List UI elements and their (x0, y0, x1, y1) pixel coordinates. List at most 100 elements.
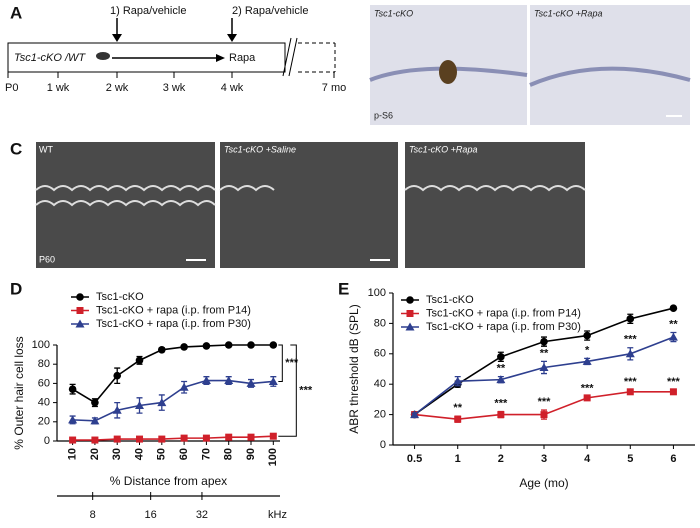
x-tick-label: 90 (245, 448, 257, 460)
arrow-head (216, 54, 225, 62)
data-point (453, 376, 463, 385)
y-tick-label: 80 (38, 358, 50, 370)
legend-label: Tsc1-cKO + rapa (i.p. from P14) (96, 304, 251, 316)
hair-cells (35, 185, 216, 192)
data-point (224, 376, 234, 385)
data-point (113, 435, 121, 443)
data-point (669, 304, 678, 313)
image-label: Tsc1-cKO +Rapa (409, 144, 477, 154)
significance-label: *** (285, 357, 299, 369)
legend-marker (406, 310, 414, 317)
bracket (278, 344, 283, 382)
tissue (369, 66, 528, 82)
treatment-label: Rapa (229, 52, 256, 64)
hair-cells (219, 185, 275, 192)
data-point (582, 356, 592, 365)
x-tick-label: 2 (498, 453, 504, 465)
data-point (497, 411, 505, 419)
x-tick-label: 100 (267, 448, 279, 466)
data-point (247, 433, 255, 441)
significance-label: *** (667, 376, 681, 388)
y-tick-label: 40 (38, 397, 50, 409)
timeline-box (7, 42, 286, 73)
image-label: WT (39, 144, 53, 154)
series-line (72, 344, 274, 404)
step-label: 1) Rapa/vehicle (110, 5, 186, 17)
significance-label: ** (497, 363, 506, 375)
x-tick-label: 6 (670, 453, 676, 465)
micrograph (530, 5, 690, 125)
timeline-label: P0 (5, 82, 18, 94)
data-point (540, 337, 548, 346)
data-point (247, 341, 255, 349)
hair-cells (404, 185, 586, 192)
data-point (68, 385, 77, 393)
data-point (669, 388, 677, 396)
stained-cells (439, 60, 457, 84)
significance-label: *** (581, 382, 595, 394)
x-tick-label: 50 (156, 448, 168, 460)
group-label: Tsc1-cKO /WT (14, 52, 86, 64)
data-point (268, 376, 278, 385)
y-tick-label: 60 (374, 348, 386, 360)
image-label: Tsc1-cKO (374, 8, 413, 18)
data-point (179, 382, 189, 391)
legend-label: Tsc1-cKO + rapa (i.p. from P30) (426, 321, 581, 333)
data-point (135, 400, 145, 409)
data-point (91, 436, 99, 444)
mouse-icon (96, 52, 110, 60)
data-point (583, 394, 591, 402)
data-point (157, 398, 167, 407)
tissue (529, 66, 691, 87)
image-label: p-S6 (374, 110, 393, 120)
significance-label: ** (453, 402, 462, 414)
data-point (180, 343, 188, 351)
data-point (497, 353, 505, 361)
data-point (90, 416, 100, 425)
y-tick-label: 100 (368, 287, 386, 299)
legend-label: Tsc1-cKO (426, 294, 474, 306)
panel-label: A (10, 3, 22, 22)
timeline-label: 1 wk (47, 82, 70, 94)
significance-label: *** (538, 396, 552, 408)
legend-marker (75, 319, 85, 328)
legend-marker (76, 293, 84, 301)
data-point (668, 332, 678, 341)
data-point (539, 362, 549, 371)
image-label: Tsc1-cKO +Rapa (534, 8, 602, 18)
data-point (454, 415, 462, 423)
significance-label: *** (299, 385, 313, 397)
x-tick-label: 0.5 (407, 453, 422, 465)
data-point (496, 375, 506, 384)
significance-label: *** (494, 397, 508, 409)
bracket (278, 344, 297, 437)
panel-label: C (10, 139, 22, 158)
panel-label: D (10, 279, 22, 298)
data-point (158, 346, 166, 354)
data-point (625, 349, 635, 358)
data-point (201, 376, 211, 385)
timeline-label: 4 wk (221, 82, 244, 94)
legend-label: Tsc1-cKO + rapa (i.p. from P30) (96, 318, 251, 330)
image-label: P60 (39, 254, 55, 264)
x-tick-label: 1 (455, 453, 461, 465)
data-point (135, 356, 144, 365)
x-tick-label: 3 (541, 453, 547, 465)
y-tick-label: 100 (32, 339, 50, 351)
x2-tick-label: 32 (196, 509, 208, 521)
arrow-head (227, 34, 237, 42)
data-point (269, 341, 278, 349)
x-axis-label: % Distance from apex (110, 474, 227, 488)
significance-label: *** (624, 334, 638, 346)
data-point (180, 434, 188, 442)
x-tick-label: 10 (67, 448, 79, 460)
legend-label: Tsc1-cKO (96, 291, 144, 303)
legend-marker (406, 296, 414, 304)
x-tick-label: 30 (111, 448, 123, 460)
x-tick-label: 80 (223, 448, 235, 460)
x2-tick-label: 16 (145, 509, 157, 521)
series-line (72, 435, 274, 441)
significance-label: ** (669, 318, 678, 330)
y-tick-label: 60 (38, 377, 50, 389)
y-tick-label: 20 (38, 416, 50, 428)
